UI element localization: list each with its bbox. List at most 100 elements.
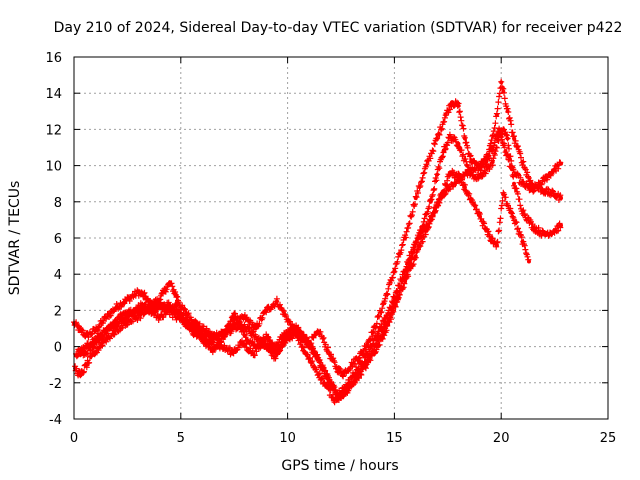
data-point	[443, 112, 448, 117]
data-point	[456, 174, 461, 179]
data-point	[285, 317, 290, 322]
data-point	[210, 348, 215, 353]
data-point	[326, 377, 331, 382]
data-point	[123, 321, 128, 326]
data-point	[501, 127, 506, 132]
data-point	[315, 357, 320, 362]
data-point	[552, 167, 557, 172]
data-point	[392, 302, 397, 307]
axis-ticks: 0 5 10 15 20 25 -4 -2 0 2 4 6 8 10 12 14 16	[45, 51, 616, 446]
data-point	[208, 340, 213, 345]
data-point	[101, 339, 106, 344]
data-point	[477, 163, 482, 168]
y-axis-label: SDTVAR / TECUs	[7, 181, 23, 296]
data-point	[253, 326, 258, 331]
data-point	[249, 330, 254, 335]
data-point	[501, 89, 506, 94]
data-point	[242, 315, 247, 320]
data-point	[490, 145, 495, 150]
data-point	[76, 348, 81, 353]
x-tick-label: 20	[493, 431, 510, 446]
data-point	[541, 188, 546, 193]
data-point	[541, 232, 546, 237]
data-point	[91, 342, 96, 347]
data-point	[317, 330, 322, 335]
data-point	[324, 384, 329, 389]
data-point	[341, 391, 346, 396]
data-point	[428, 199, 433, 204]
data-point	[371, 330, 376, 335]
data-point	[74, 353, 79, 358]
data-point	[424, 228, 429, 233]
data-point	[529, 181, 534, 186]
marker-trail	[75, 167, 532, 406]
data-point	[341, 371, 346, 376]
data-point	[185, 312, 190, 317]
data-point	[304, 339, 309, 344]
data-point	[509, 210, 514, 215]
data-point	[413, 196, 418, 201]
data-point	[174, 293, 179, 298]
data-point	[512, 136, 517, 141]
data-point	[281, 333, 286, 338]
data-point	[78, 373, 83, 378]
y-tick-label: 6	[54, 232, 62, 247]
data-point	[84, 333, 89, 338]
data-point	[163, 306, 168, 311]
data-point	[394, 290, 399, 295]
data-point	[84, 362, 89, 367]
data-point	[133, 315, 138, 320]
y-tick-label: -2	[49, 377, 62, 392]
data-point	[469, 158, 474, 163]
y-tick-label: 12	[45, 123, 62, 138]
data-point	[559, 223, 564, 228]
data-point	[477, 214, 482, 219]
data-point	[136, 290, 141, 295]
data-point	[424, 163, 429, 168]
data-point	[526, 259, 531, 264]
data-point	[185, 322, 190, 327]
data-point	[512, 181, 517, 186]
y-tick-label: 8	[54, 196, 62, 211]
data-point	[392, 268, 397, 273]
data-point	[503, 149, 508, 154]
data-point	[360, 366, 365, 371]
data-point	[99, 335, 104, 340]
plot-area	[71, 78, 564, 406]
data-point	[405, 261, 410, 266]
data-point	[274, 299, 279, 304]
data-point	[240, 340, 245, 345]
data-point	[531, 225, 536, 230]
data-point	[403, 279, 408, 284]
data-point	[456, 141, 461, 146]
data-point	[462, 136, 467, 141]
data-point	[494, 112, 499, 117]
data-point	[541, 178, 546, 183]
data-point	[441, 188, 446, 193]
y-tick-label: 16	[45, 51, 62, 66]
data-point	[501, 192, 506, 197]
data-point	[153, 301, 158, 306]
x-tick-label: 5	[177, 431, 185, 446]
data-point	[559, 196, 564, 201]
x-tick-label: 10	[279, 431, 296, 446]
y-tick-label: 14	[45, 87, 62, 102]
data-point	[219, 344, 224, 349]
data-point	[142, 293, 147, 298]
data-point	[110, 322, 115, 327]
data-point	[78, 328, 83, 333]
data-point	[473, 176, 478, 181]
data-point	[112, 330, 117, 335]
data-point	[125, 297, 130, 302]
data-point	[462, 185, 467, 190]
data-point	[114, 304, 119, 309]
data-point	[486, 152, 491, 157]
x-tick-label: 0	[70, 431, 78, 446]
data-point	[467, 170, 472, 175]
data-point	[488, 236, 493, 240]
data-point	[447, 134, 452, 139]
data-point	[178, 304, 183, 309]
data-point	[520, 159, 525, 164]
y-tick-label: 0	[54, 341, 62, 356]
data-point	[195, 328, 200, 333]
